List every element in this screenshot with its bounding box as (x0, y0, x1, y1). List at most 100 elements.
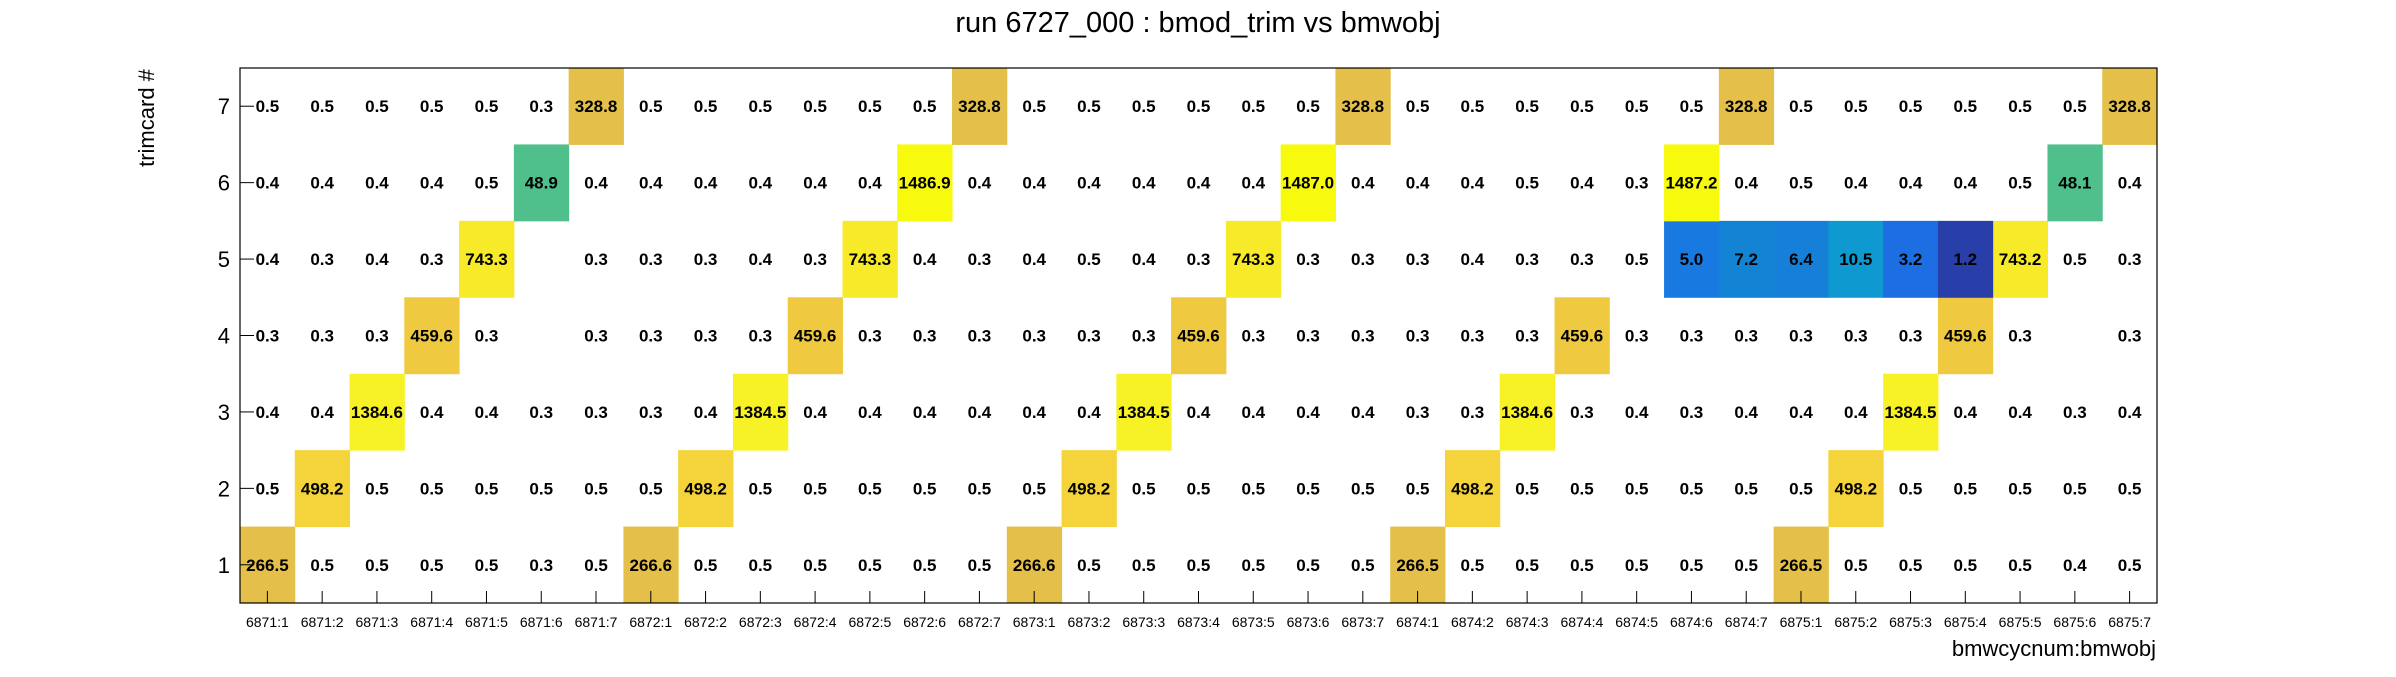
cell-label-r7-c8: 0.5 (639, 97, 663, 116)
heatmap-cell-r3-c10 (732, 373, 789, 451)
cell-label-r1-c28: 0.5 (1734, 556, 1758, 575)
cell-label-r2-c29: 0.5 (1789, 479, 1813, 498)
x-tick-label-12: 6872:5 (848, 614, 891, 630)
cell-label-r3-c23: 0.3 (1461, 403, 1485, 422)
cell-label-r5-c4: 0.3 (420, 250, 444, 269)
cell-label-r7-c10: 0.5 (749, 97, 773, 116)
cell-label-r7-c5: 0.5 (475, 97, 499, 116)
cell-label-r4-c33: 0.3 (2008, 327, 2032, 346)
cell-label-r4-c14: 0.3 (968, 327, 992, 346)
cell-label-r6-c22: 0.4 (1406, 174, 1430, 193)
cell-label-r1-c35: 0.5 (2118, 556, 2142, 575)
cell-label-r4-c9: 0.3 (694, 327, 718, 346)
x-tick-label-29: 6875:1 (1780, 614, 1823, 630)
cell-label-r2-c9: 498.2 (684, 479, 727, 498)
cell-label-r6-c8: 0.4 (639, 174, 663, 193)
x-tick-label-20: 6873:6 (1287, 614, 1330, 630)
cell-label-r3-c13: 0.4 (913, 403, 937, 422)
cell-label-r2-c7: 0.5 (584, 479, 608, 498)
heatmap-cell-r1-c22 (1390, 526, 1446, 604)
heatmap-cell-r6-c6 (513, 144, 570, 222)
cell-label-r6-c16: 0.4 (1077, 174, 1101, 193)
cell-label-r1-c1: 266.5 (246, 556, 289, 575)
cell-label-r7-c23: 0.5 (1461, 97, 1485, 116)
cell-label-r2-c25: 0.5 (1570, 479, 1594, 498)
heatmap-cell-r6-c20 (1280, 144, 1336, 222)
x-tick-label-4: 6871:4 (410, 614, 453, 630)
cell-label-r3-c21: 0.4 (1351, 403, 1375, 422)
y-tick-label-4: 4 (218, 324, 230, 349)
cell-label-r1-c18: 0.5 (1187, 556, 1211, 575)
x-tick-label-6: 6871:6 (520, 614, 563, 630)
cell-label-r5-c17: 0.4 (1132, 250, 1156, 269)
cell-label-r7-c31: 0.5 (1899, 97, 1923, 116)
cell-label-r6-c1: 0.4 (256, 174, 280, 193)
cell-label-r6-c10: 0.4 (749, 174, 773, 193)
cell-label-r5-c22: 0.3 (1406, 250, 1430, 269)
x-tick-label-3: 6871:3 (356, 614, 399, 630)
cell-label-r7-c24: 0.5 (1515, 97, 1539, 116)
cell-label-r4-c26: 0.3 (1625, 327, 1649, 346)
cell-label-r5-c28: 7.2 (1734, 250, 1758, 269)
cell-label-r2-c18: 0.5 (1187, 479, 1211, 498)
heatmap-cell-r7-c21 (1335, 68, 1391, 145)
cell-label-r7-c34: 0.5 (2063, 97, 2087, 116)
cell-label-r5-c2: 0.3 (310, 250, 334, 269)
cell-label-r4-c11: 459.6 (794, 327, 837, 346)
cell-label-r5-c25: 0.3 (1570, 250, 1594, 269)
cell-label-r3-c33: 0.4 (2008, 403, 2032, 422)
cell-label-r6-c32: 0.4 (1953, 174, 1977, 193)
cell-label-r4-c28: 0.3 (1734, 327, 1758, 346)
cell-label-r5-c24: 0.3 (1515, 250, 1539, 269)
heatmap-cell-r7-c14 (952, 68, 1008, 145)
cell-label-r6-c4: 0.4 (420, 174, 444, 193)
cell-label-r5-c35: 0.3 (2118, 250, 2142, 269)
cell-label-r3-c26: 0.4 (1625, 403, 1649, 422)
cell-label-r2-c16: 498.2 (1068, 479, 1111, 498)
x-tick-label-18: 6873:4 (1177, 614, 1220, 630)
cell-label-r2-c14: 0.5 (968, 479, 992, 498)
cell-label-r5-c5: 743.3 (465, 250, 508, 269)
cell-label-r2-c4: 0.5 (420, 479, 444, 498)
heatmap-cell-r2-c30 (1828, 450, 1884, 528)
heatmap-cell-r5-c5 (459, 220, 515, 298)
cell-label-r3-c6: 0.3 (529, 403, 553, 422)
cell-label-r7-c14: 328.8 (958, 97, 1001, 116)
cell-label-r6-c35: 0.4 (2118, 174, 2142, 193)
heatmap-cell-r1-c29 (1773, 526, 1829, 604)
heatmap-cell-r5-c29 (1773, 220, 1829, 298)
cell-label-r7-c29: 0.5 (1789, 97, 1813, 116)
cell-label-r2-c3: 0.5 (365, 479, 389, 498)
cell-label-r1-c27: 0.5 (1680, 556, 1704, 575)
cell-label-r3-c10: 1384.5 (734, 403, 786, 422)
heatmap-cell-r3-c24 (1499, 373, 1556, 451)
cell-label-r1-c14: 0.5 (968, 556, 992, 575)
cell-label-r6-c31: 0.4 (1899, 174, 1923, 193)
cell-label-r4-c25: 459.6 (1561, 327, 1604, 346)
cell-label-r2-c19: 0.5 (1241, 479, 1265, 498)
heatmap-cell-r7-c7 (568, 68, 624, 145)
heatmap-cell-r5-c31 (1883, 220, 1939, 298)
cell-label-r6-c20: 1487.0 (1282, 174, 1334, 193)
cells-layer (240, 68, 2158, 604)
cell-label-r7-c26: 0.5 (1625, 97, 1649, 116)
cell-label-r6-c2: 0.4 (310, 174, 334, 193)
cell-label-r1-c16: 0.5 (1077, 556, 1101, 575)
cell-label-r4-c35: 0.3 (2118, 327, 2142, 346)
cell-label-r4-c17: 0.3 (1132, 327, 1156, 346)
cell-label-r4-c19: 0.3 (1241, 327, 1265, 346)
cell-label-r7-c32: 0.5 (1953, 97, 1977, 116)
cell-label-r4-c8: 0.3 (639, 327, 663, 346)
cell-label-r5-c34: 0.5 (2063, 250, 2087, 269)
heatmap-cell-r4-c11 (787, 297, 843, 375)
x-tick-label-16: 6873:2 (1068, 614, 1111, 630)
cell-label-r3-c25: 0.3 (1570, 403, 1594, 422)
heatmap-cell-r1-c8 (623, 526, 679, 604)
heatmap-cell-r4-c25 (1554, 297, 1610, 375)
cell-label-r4-c15: 0.3 (1022, 327, 1046, 346)
cell-label-r4-c4: 459.6 (410, 327, 453, 346)
x-tick-label-2: 6871:2 (301, 614, 344, 630)
x-tick-label-1: 6871:1 (246, 614, 289, 630)
cell-label-r7-c21: 328.8 (1342, 97, 1385, 116)
cell-label-r4-c12: 0.3 (858, 327, 882, 346)
